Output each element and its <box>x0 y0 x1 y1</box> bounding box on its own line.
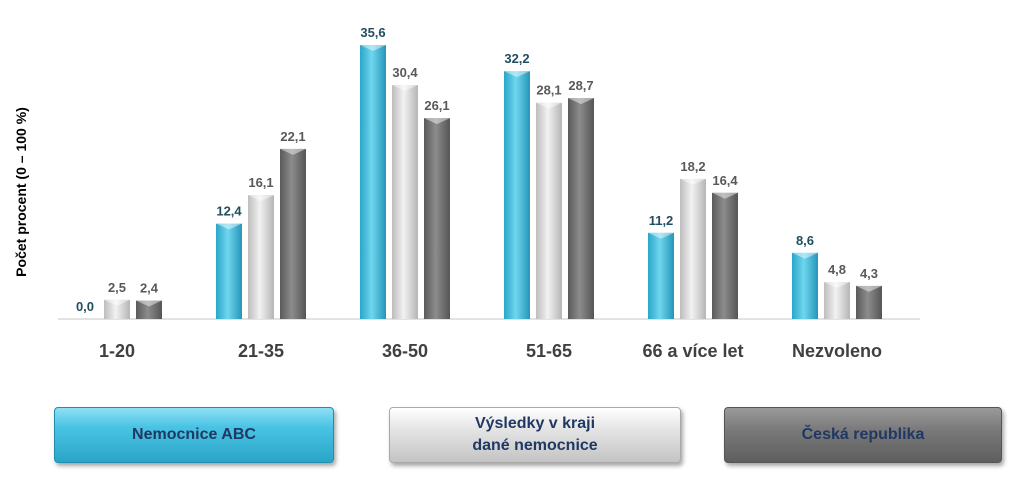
data-label-5-1: 4,8 <box>828 262 846 277</box>
bar-cap-5-2 <box>856 285 882 292</box>
bar-cap-1-1 <box>248 195 274 202</box>
x-tick-label: Nezvoleno <box>792 341 882 361</box>
data-label-3-1: 28,1 <box>536 83 561 98</box>
data-label-5-2: 4,3 <box>860 266 878 281</box>
bar-cap-1-2 <box>280 148 306 155</box>
data-label-0-1: 2,5 <box>108 280 126 295</box>
bar-4-2 <box>712 192 738 319</box>
bar-1-1 <box>248 195 274 319</box>
legend-label: Česká republika <box>801 426 925 443</box>
bar-2-1 <box>392 85 418 320</box>
bar-cap-2-2 <box>424 118 450 125</box>
data-label-4-1: 18,2 <box>680 159 705 174</box>
bar-cap-4-2 <box>712 192 738 199</box>
bar-1-2 <box>280 148 306 319</box>
x-tick-label: 66 a více let <box>642 341 743 361</box>
data-label-4-2: 16,4 <box>712 173 738 188</box>
data-label-3-0: 32,2 <box>504 51 529 66</box>
data-label-1-2: 22,1 <box>280 129 305 144</box>
bar-1-0 <box>216 223 242 319</box>
bar-cap-4-1 <box>680 178 706 185</box>
bar-cap-0-2 <box>136 300 162 307</box>
bar-5-2 <box>856 285 882 319</box>
data-label-1-0: 12,4 <box>216 204 242 219</box>
x-tick-label: 21-35 <box>238 341 284 361</box>
data-label-2-1: 30,4 <box>392 65 418 80</box>
bar-chart: Počet procent (0 – 100 %) 0,0 2,5 2,4 12,4 1… <box>13 25 920 361</box>
legend-item-ceska-republika: Česká republika <box>724 407 1002 463</box>
bar-3-0 <box>504 71 530 319</box>
data-label-2-2: 26,1 <box>424 98 449 113</box>
data-label-5-0: 8,6 <box>796 233 814 248</box>
bar-0-1 <box>104 299 130 319</box>
bar-cap-3-0 <box>504 71 530 78</box>
bar-cap-3-1 <box>536 102 562 109</box>
bar-3-2 <box>568 98 594 319</box>
bar-4-1 <box>680 178 706 319</box>
bar-cap-5-0 <box>792 252 818 259</box>
data-label-0-2: 2,4 <box>140 281 159 296</box>
bar-cap-0-1 <box>104 299 130 306</box>
bar-2-0 <box>360 45 386 319</box>
bar-cap-4-0 <box>648 232 674 239</box>
x-tick-label: 36-50 <box>382 341 428 361</box>
legend-label: Nemocnice ABC <box>132 426 256 443</box>
bar-5-0 <box>792 252 818 319</box>
y-axis-label: Počet procent (0 – 100 %) <box>13 107 29 277</box>
x-tick-label: 1-20 <box>99 341 135 361</box>
bar-cap-3-2 <box>568 98 594 105</box>
data-label-3-2: 28,7 <box>568 78 593 93</box>
x-tick-label: 51-65 <box>526 341 572 361</box>
data-label-2-0: 35,6 <box>360 25 385 40</box>
bar-cap-5-1 <box>824 282 850 289</box>
legend-item-vysledky-v-kraji: Výsledky v kraji dané nemocnice <box>389 407 681 463</box>
bar-cap-1-0 <box>216 223 242 230</box>
data-label-1-1: 16,1 <box>248 175 273 190</box>
legend-label: Výsledky v kraji dané nemocnice <box>472 415 598 454</box>
bar-cap-2-1 <box>392 85 418 92</box>
bar-4-0 <box>648 232 674 319</box>
bar-3-1 <box>536 102 562 319</box>
bar-2-2 <box>424 118 450 319</box>
bar-0-2 <box>136 300 162 319</box>
data-label-0-0: 0,0 <box>76 299 94 314</box>
data-label-4-0: 11,2 <box>649 213 674 228</box>
bar-5-1 <box>824 282 850 319</box>
legend-item-nemocnice-abc: Nemocnice ABC <box>54 407 334 463</box>
bar-cap-2-0 <box>360 45 386 51</box>
